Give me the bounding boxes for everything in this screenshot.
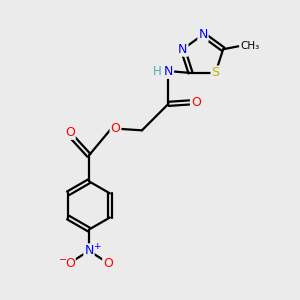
Text: S: S (212, 66, 220, 80)
Text: O: O (110, 122, 120, 135)
Text: +: + (93, 242, 100, 251)
Text: O: O (65, 126, 75, 139)
Text: O: O (103, 256, 113, 270)
Text: N: N (178, 43, 188, 56)
Text: N: N (84, 244, 94, 257)
Text: −: − (59, 255, 68, 265)
Text: N: N (198, 28, 208, 41)
Text: O: O (191, 96, 201, 109)
Text: H: H (153, 65, 162, 78)
Text: O: O (65, 256, 75, 270)
Text: N: N (164, 65, 173, 78)
Text: CH₃: CH₃ (240, 41, 259, 51)
